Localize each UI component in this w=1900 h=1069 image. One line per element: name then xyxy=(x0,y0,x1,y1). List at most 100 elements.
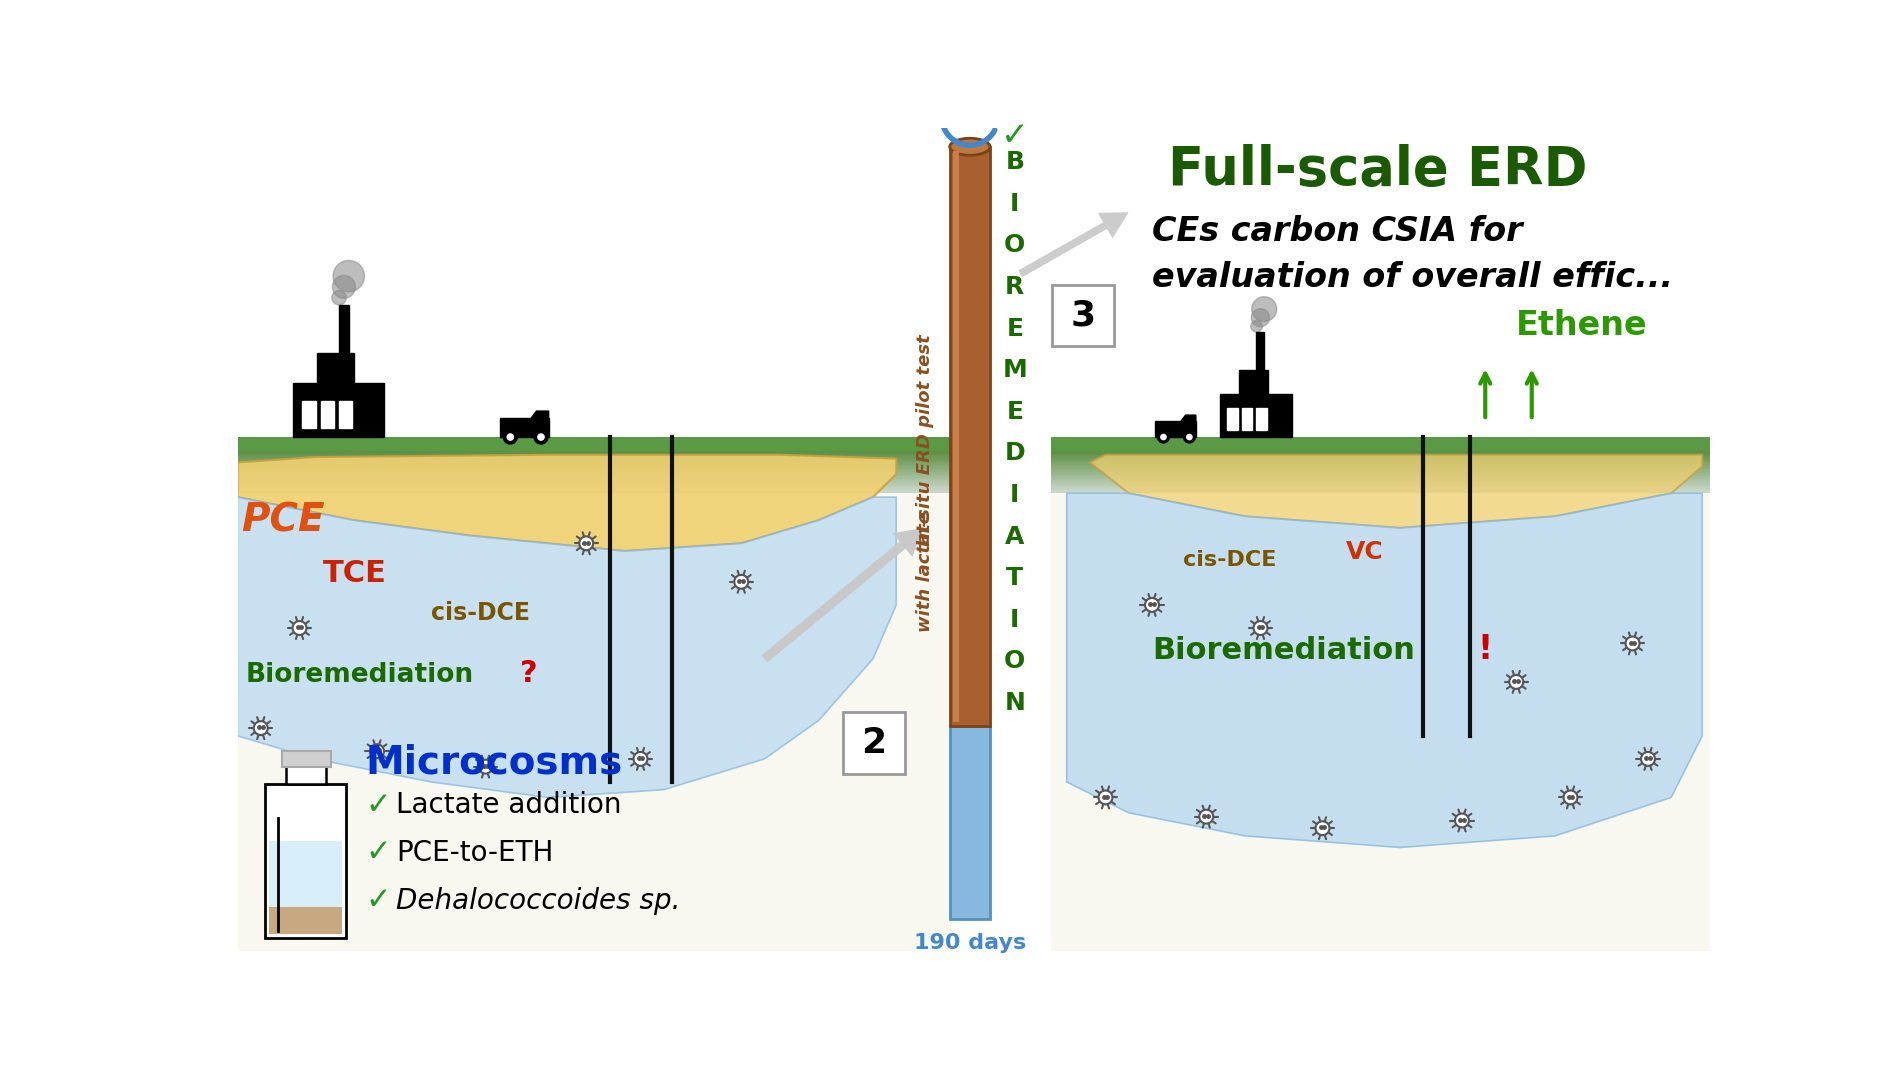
Bar xyxy=(1051,451,1710,454)
Bar xyxy=(238,458,950,461)
Polygon shape xyxy=(1220,394,1292,437)
Text: I: I xyxy=(1011,191,1020,216)
Circle shape xyxy=(1252,297,1277,322)
Circle shape xyxy=(1254,621,1267,635)
Bar xyxy=(1051,461,1710,464)
Text: R: R xyxy=(1005,275,1024,299)
Text: I: I xyxy=(1011,607,1020,632)
Circle shape xyxy=(1315,821,1330,835)
Bar xyxy=(1051,484,1710,487)
Polygon shape xyxy=(532,418,549,437)
Polygon shape xyxy=(338,401,352,428)
Bar xyxy=(238,484,950,487)
Bar xyxy=(238,489,950,492)
Polygon shape xyxy=(1182,415,1195,421)
Text: I: I xyxy=(1011,483,1020,507)
Circle shape xyxy=(733,575,749,589)
Circle shape xyxy=(255,722,268,735)
Text: Dehalococcoides sp.: Dehalococcoides sp. xyxy=(397,886,680,915)
Circle shape xyxy=(1455,814,1469,827)
Polygon shape xyxy=(1256,408,1267,430)
Bar xyxy=(1051,458,1710,461)
Bar xyxy=(238,451,950,951)
Bar xyxy=(1051,487,1710,491)
Bar xyxy=(1051,480,1710,483)
Circle shape xyxy=(580,537,593,551)
Bar xyxy=(238,465,950,468)
Circle shape xyxy=(1157,431,1168,443)
Bar xyxy=(952,151,960,723)
Bar xyxy=(238,449,950,452)
Circle shape xyxy=(507,434,513,440)
Text: PCE: PCE xyxy=(241,501,325,540)
Text: Bioremediation: Bioremediation xyxy=(1151,636,1416,665)
Bar xyxy=(1051,456,1710,460)
Bar xyxy=(1051,465,1710,468)
Text: ✓: ✓ xyxy=(365,838,391,867)
Text: ✓: ✓ xyxy=(365,791,391,820)
Polygon shape xyxy=(1018,213,1129,277)
Bar xyxy=(238,491,950,494)
Bar xyxy=(238,469,950,472)
Text: Microcosms: Microcosms xyxy=(365,744,623,781)
Circle shape xyxy=(633,752,648,765)
Text: evaluation of overall effic...: evaluation of overall effic... xyxy=(1151,261,1674,294)
Bar xyxy=(238,466,950,469)
Text: CEs carbon CSIA for: CEs carbon CSIA for xyxy=(1151,215,1522,248)
FancyBboxPatch shape xyxy=(844,712,904,774)
Ellipse shape xyxy=(950,138,990,155)
Text: D: D xyxy=(1005,441,1026,465)
Bar xyxy=(1051,470,1710,474)
Circle shape xyxy=(1098,790,1113,804)
Polygon shape xyxy=(532,412,549,418)
Bar xyxy=(1051,437,1710,451)
Bar xyxy=(238,471,950,475)
Bar xyxy=(1051,483,1710,486)
Circle shape xyxy=(1199,809,1214,823)
Circle shape xyxy=(332,276,355,298)
Bar xyxy=(238,437,950,451)
Text: Ethene: Ethene xyxy=(1516,309,1647,342)
Bar xyxy=(238,487,950,491)
Circle shape xyxy=(1509,675,1524,688)
Bar xyxy=(238,474,950,477)
Text: ✓: ✓ xyxy=(1001,119,1028,152)
Text: with lactate: with lactate xyxy=(916,511,935,632)
Bar xyxy=(1051,475,1710,478)
Text: ?: ? xyxy=(521,659,538,688)
Bar xyxy=(1051,491,1710,494)
Polygon shape xyxy=(321,401,334,428)
Text: VC: VC xyxy=(1345,540,1383,563)
Bar xyxy=(268,841,342,907)
Bar xyxy=(1051,489,1710,492)
Circle shape xyxy=(1252,309,1269,327)
Text: E: E xyxy=(1007,400,1024,423)
Text: TCE: TCE xyxy=(323,559,386,588)
Text: O: O xyxy=(1005,649,1026,673)
Text: A: A xyxy=(1005,525,1024,548)
Text: 2: 2 xyxy=(861,726,885,760)
Bar xyxy=(1051,449,1710,452)
Bar xyxy=(1051,451,1710,951)
Bar xyxy=(238,460,950,463)
Bar xyxy=(238,479,950,482)
Circle shape xyxy=(370,744,384,758)
Text: In-situ ERD pilot test: In-situ ERD pilot test xyxy=(916,335,935,546)
Bar xyxy=(1051,453,1710,456)
Bar xyxy=(238,486,950,490)
Polygon shape xyxy=(1256,332,1264,394)
Circle shape xyxy=(1184,431,1195,443)
Bar xyxy=(1051,476,1710,479)
Bar xyxy=(1051,486,1710,490)
Bar xyxy=(1051,474,1710,477)
Bar xyxy=(1051,464,1710,466)
Bar xyxy=(238,476,950,479)
Circle shape xyxy=(1564,790,1577,804)
Bar xyxy=(238,483,950,486)
Polygon shape xyxy=(500,418,532,437)
Bar xyxy=(1051,469,1710,472)
Text: cis-DCE: cis-DCE xyxy=(1184,551,1277,571)
Text: T: T xyxy=(1007,567,1024,590)
Polygon shape xyxy=(762,528,923,663)
Polygon shape xyxy=(1227,408,1239,430)
